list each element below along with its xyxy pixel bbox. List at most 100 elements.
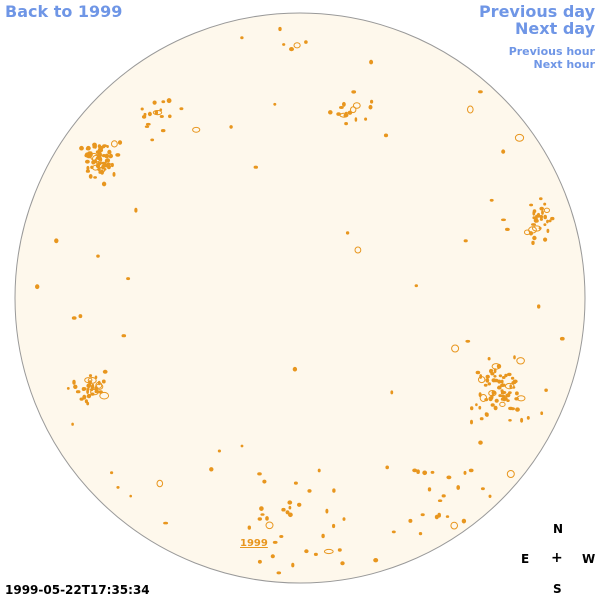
magnetic-feature xyxy=(90,388,99,396)
magnetic-feature xyxy=(282,43,286,46)
magnetic-feature xyxy=(508,406,514,411)
year-1999-link[interactable]: 1999 xyxy=(240,538,268,549)
magnetic-feature xyxy=(543,237,548,242)
magnetic-feature xyxy=(102,144,107,148)
magnetic-feature xyxy=(82,394,87,400)
magnetic-feature xyxy=(134,207,138,213)
magnetic-feature xyxy=(84,377,93,384)
magnetic-feature xyxy=(543,214,548,220)
magnetic-feature xyxy=(163,521,169,525)
magnetic-feature xyxy=(391,530,396,534)
magnetic-feature xyxy=(192,126,201,133)
magnetic-feature xyxy=(498,374,503,378)
magnetic-feature xyxy=(491,390,497,395)
magnetic-feature xyxy=(116,486,120,489)
magnetic-feature xyxy=(485,412,489,417)
magnetic-feature xyxy=(539,217,544,221)
magnetic-feature xyxy=(489,369,494,373)
magnetic-feature xyxy=(78,314,83,319)
magnetic-feature xyxy=(351,90,357,94)
magnetic-feature xyxy=(478,376,486,384)
magnetic-feature xyxy=(129,494,132,498)
magnetic-feature xyxy=(126,277,131,281)
magnetic-feature xyxy=(543,202,547,206)
magnetic-feature xyxy=(450,521,459,530)
magnetic-feature xyxy=(265,521,274,530)
magnetic-feature xyxy=(54,238,59,244)
magnetic-feature xyxy=(412,468,418,473)
magnetic-feature xyxy=(479,417,484,421)
magnetic-feature xyxy=(276,571,282,575)
magnetic-feature xyxy=(93,143,97,147)
magnetic-feature xyxy=(507,372,512,377)
magnetic-feature xyxy=(115,153,121,157)
magnetic-feature xyxy=(101,154,106,158)
magnetic-feature xyxy=(332,488,336,493)
magnetic-feature xyxy=(344,122,349,126)
magnetic-feature xyxy=(451,344,460,353)
magnetic-feature xyxy=(257,472,262,476)
magnetic-feature xyxy=(93,176,97,179)
magnetic-feature xyxy=(66,387,70,390)
magnetic-feature xyxy=(79,397,84,401)
back-to-year-link[interactable]: Back to 1999 xyxy=(5,2,123,21)
magnetic-feature xyxy=(71,422,74,426)
previous-hour-link[interactable]: Previous hour xyxy=(508,45,595,58)
magnetic-feature xyxy=(323,548,334,555)
magnetic-feature xyxy=(307,489,312,493)
magnetic-feature xyxy=(487,357,491,361)
magnetic-feature xyxy=(293,42,301,49)
magnetic-feature xyxy=(539,206,545,211)
magnetic-feature xyxy=(422,470,428,476)
magnetic-feature xyxy=(446,475,452,480)
magnetic-feature xyxy=(83,387,87,391)
magnetic-feature xyxy=(144,125,150,128)
magnetic-feature xyxy=(84,399,89,404)
magnetic-feature xyxy=(101,181,107,187)
magnetic-feature xyxy=(291,562,295,568)
magnetic-feature xyxy=(106,145,109,148)
magnetic-feature xyxy=(467,105,474,114)
magnetic-feature xyxy=(342,101,346,107)
magnetic-feature xyxy=(86,389,89,395)
magnetic-feature xyxy=(493,368,497,374)
compass-west-label: W xyxy=(582,552,596,566)
magnetic-feature xyxy=(470,406,474,411)
next-day-link[interactable]: Next day xyxy=(515,19,595,38)
magnetic-feature xyxy=(509,384,513,389)
previous-day-link[interactable]: Previous day xyxy=(478,2,595,21)
next-hour-link[interactable]: Next hour xyxy=(533,58,596,71)
magnetic-feature xyxy=(537,304,541,309)
magnetic-feature xyxy=(262,479,267,484)
magnetic-feature xyxy=(304,40,308,44)
magnetic-feature xyxy=(97,152,102,158)
magnetic-feature xyxy=(520,417,524,423)
magnetic-feature xyxy=(159,115,164,118)
magnetic-features xyxy=(35,26,565,575)
magnetic-feature xyxy=(512,379,518,384)
magnetic-feature xyxy=(540,411,544,416)
magnetic-feature xyxy=(100,161,106,165)
magnetic-feature xyxy=(278,26,282,32)
magnetic-feature xyxy=(514,133,525,142)
magnetic-feature xyxy=(161,100,166,104)
magnetic-feature xyxy=(229,125,233,129)
magnetic-feature xyxy=(526,416,530,420)
magnetic-feature xyxy=(109,153,113,159)
magnetic-feature xyxy=(273,102,277,106)
magnetic-feature xyxy=(414,284,418,288)
magnetic-feature xyxy=(531,240,535,245)
magnetic-feature xyxy=(490,403,495,407)
magnetic-feature xyxy=(501,149,506,154)
magnetic-feature xyxy=(499,401,506,407)
magnetic-feature xyxy=(121,334,127,338)
magnetic-feature xyxy=(297,502,302,507)
magnetic-feature xyxy=(86,152,92,157)
magnetic-feature xyxy=(279,535,284,538)
magnetic-feature xyxy=(531,223,536,226)
magnetic-feature xyxy=(292,366,298,372)
magnetic-feature xyxy=(240,444,244,448)
magnetic-feature xyxy=(257,517,262,521)
magnetic-feature xyxy=(373,558,379,563)
magnetic-feature xyxy=(480,487,485,491)
